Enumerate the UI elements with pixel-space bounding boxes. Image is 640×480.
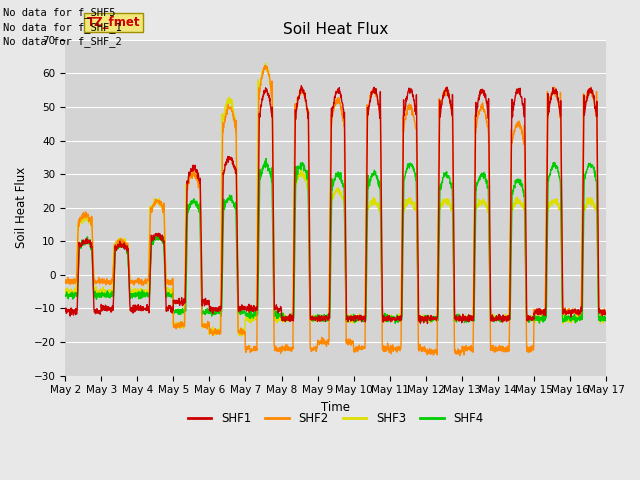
Legend: SHF1, SHF2, SHF3, SHF4: SHF1, SHF2, SHF3, SHF4: [183, 408, 488, 430]
Text: No data for f_SHF_2: No data for f_SHF_2: [3, 36, 122, 47]
Text: TZ_fmet: TZ_fmet: [87, 16, 140, 29]
Text: No data for f_SHF5: No data for f_SHF5: [3, 7, 116, 18]
Text: No data for f_SHF_1: No data for f_SHF_1: [3, 22, 122, 33]
Title: Soil Heat Flux: Soil Heat Flux: [283, 22, 388, 37]
Y-axis label: Soil Heat Flux: Soil Heat Flux: [15, 167, 28, 248]
X-axis label: Time: Time: [321, 401, 350, 414]
